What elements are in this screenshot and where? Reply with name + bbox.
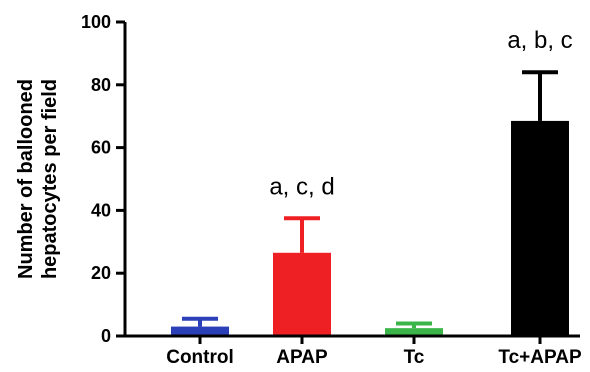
y-tick-label: 20	[91, 263, 111, 283]
x-category-label: APAP	[276, 347, 328, 368]
error-bars	[182, 72, 558, 328]
bars	[171, 121, 569, 336]
y-tick-label: 100	[81, 12, 111, 32]
x-axis-categories: Control APAP Tc Tc+APAP	[166, 336, 582, 368]
significance-annotation: a, b, c	[507, 27, 572, 54]
bar	[511, 121, 569, 336]
significance-annotation: a, c, d	[269, 173, 334, 200]
bar	[273, 253, 331, 336]
y-axis-title: Number of ballooned hepatocytes per fiel…	[15, 79, 61, 279]
y-axis-title-line-2: hepatocytes per field	[39, 79, 61, 279]
x-category-label: Tc	[404, 347, 425, 368]
y-tick-label: 0	[101, 326, 111, 346]
x-category-label: Tc+APAP	[498, 347, 582, 368]
y-axis-ticks: 0 20 40 60 80 100	[81, 12, 125, 346]
x-category-label: Control	[166, 347, 234, 368]
y-axis-title-line-1: Number of ballooned	[15, 79, 37, 279]
y-tick-label: 40	[91, 200, 111, 220]
y-tick-label: 60	[91, 138, 111, 158]
y-tick-label: 80	[91, 75, 111, 95]
